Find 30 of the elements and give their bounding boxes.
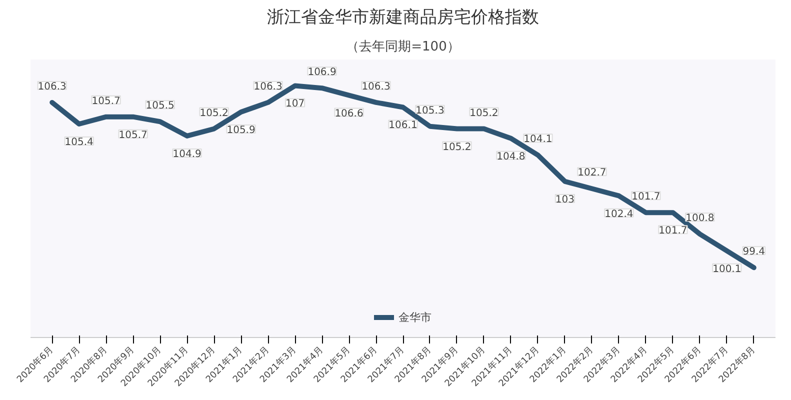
data-label: 100.8 <box>686 213 714 224</box>
data-label: 100.1 <box>712 264 742 275</box>
data-label: 104.1 <box>524 134 552 146</box>
data-label: 102.7 <box>578 168 606 179</box>
data-label: 99.4 <box>742 246 766 258</box>
data-label: 102.4 <box>604 208 634 220</box>
data-label: 105.5 <box>146 100 174 112</box>
data-label: 105.2 <box>442 142 472 153</box>
data-label: 101.7 <box>632 192 660 203</box>
data-label: 106.9 <box>308 67 336 78</box>
data-label: 105.7 <box>118 130 148 141</box>
data-label: 105.4 <box>64 137 94 148</box>
data-label: 101.7 <box>658 226 688 237</box>
data-label: 104.8 <box>496 151 526 162</box>
data-label: 106.6 <box>334 108 364 120</box>
data-label: 104.9 <box>172 148 202 160</box>
chart-title: 浙江省金华市新建商品房宅价格指数 <box>267 8 539 28</box>
data-label: 105.7 <box>92 96 120 107</box>
data-label: 105.2 <box>470 108 498 119</box>
data-label: 106.3 <box>254 81 282 92</box>
data-label: 103 <box>555 194 575 206</box>
data-label: 107 <box>285 98 305 110</box>
data-label: 105.9 <box>226 125 256 136</box>
data-label: 106.1 <box>388 120 418 132</box>
data-label: 105.2 <box>200 108 228 119</box>
data-label: 106.3 <box>38 81 66 92</box>
data-label: 106.3 <box>362 81 390 92</box>
chart-subtitle: （去年同期=100） <box>346 40 460 54</box>
legend-label: 金华市 <box>398 310 432 324</box>
data-label: 105.3 <box>416 105 444 116</box>
